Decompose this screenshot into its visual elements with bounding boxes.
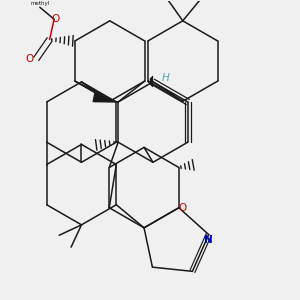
Polygon shape	[93, 93, 116, 102]
Text: O: O	[178, 203, 187, 213]
Text: O: O	[51, 14, 59, 24]
Text: N: N	[204, 235, 213, 245]
Text: methyl: methyl	[30, 1, 50, 6]
Text: H: H	[161, 73, 169, 82]
Text: O: O	[26, 54, 34, 64]
